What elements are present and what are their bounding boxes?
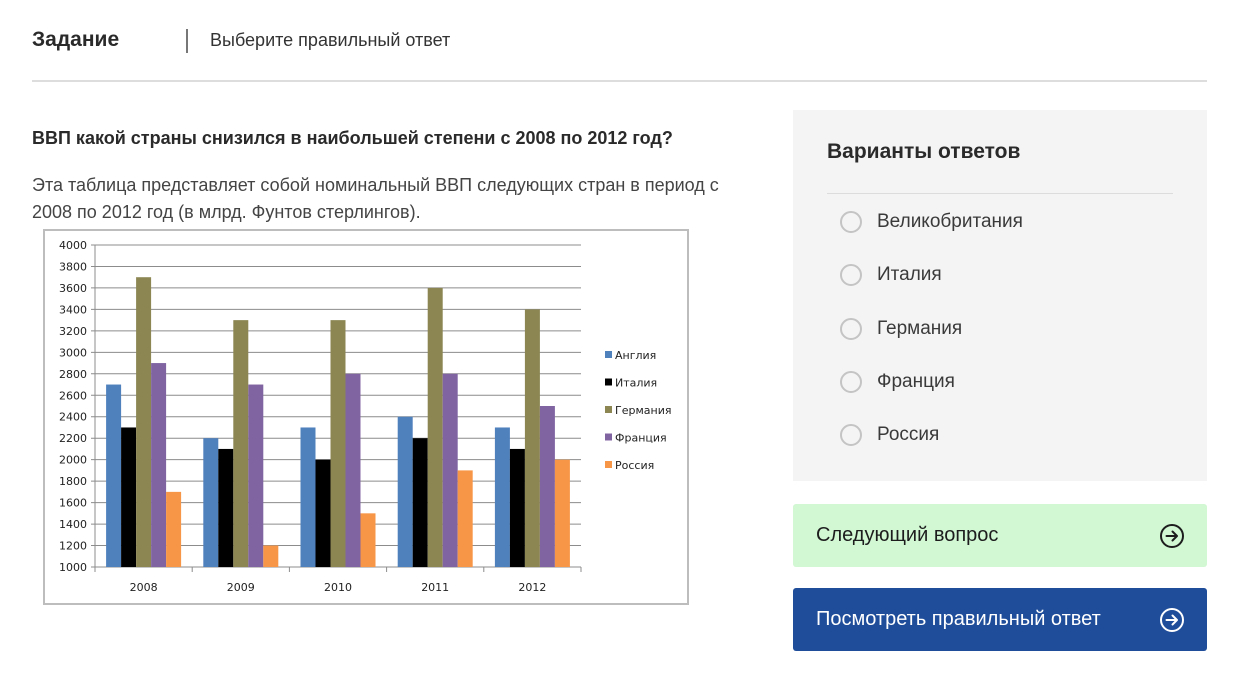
bar [554, 459, 570, 567]
y-tick-label: 4000 [59, 239, 87, 252]
legend-swatch [605, 406, 612, 413]
y-tick-label: 3800 [59, 260, 87, 273]
page-subtitle: Выберите правильный ответ [210, 30, 451, 50]
bar [300, 427, 316, 567]
bar [203, 438, 219, 567]
bar [539, 406, 555, 567]
legend-label: Германия [615, 404, 671, 417]
radio-button[interactable] [840, 264, 862, 286]
bar [315, 459, 331, 567]
y-tick-label: 2800 [59, 368, 87, 381]
answer-option-label: Италия [877, 264, 942, 285]
y-tick-label: 2200 [59, 432, 87, 445]
bar [397, 416, 413, 567]
y-tick-label: 1400 [59, 518, 87, 531]
y-tick-label: 2400 [59, 411, 87, 424]
y-tick-label: 1200 [59, 540, 87, 553]
y-tick-label: 3600 [59, 282, 87, 295]
y-tick-label: 3000 [59, 346, 87, 359]
legend-label: Франция [615, 432, 667, 445]
arrow-right-circle-icon [1160, 523, 1184, 548]
next-question-button[interactable]: Следующий вопрос [793, 504, 1207, 567]
bar [360, 513, 376, 567]
legend-label: Италия [615, 377, 657, 390]
bar [151, 363, 167, 567]
bar [509, 448, 525, 567]
x-tick-label: 2012 [518, 581, 546, 594]
answer-option-italy[interactable]: Италия [840, 260, 942, 290]
x-tick-label: 2011 [421, 581, 449, 594]
answer-option-label: Россия [877, 424, 940, 445]
bar [442, 373, 458, 567]
show-correct-answer-label: Посмотреть правильный ответ [816, 608, 1101, 630]
radio-button[interactable] [840, 424, 862, 446]
answers-title: Варианты ответов [827, 140, 1021, 163]
bar [106, 384, 122, 567]
answer-option-label: Великобритания [877, 211, 1023, 232]
radio-button[interactable] [840, 211, 862, 233]
y-tick-label: 1000 [59, 561, 87, 574]
answer-option-france[interactable]: Франция [840, 367, 955, 397]
y-tick-label: 3200 [59, 325, 87, 338]
y-tick-label: 3400 [59, 303, 87, 316]
bar [494, 427, 510, 567]
bar [412, 438, 428, 567]
x-tick-label: 2008 [130, 581, 158, 594]
page-title: Задание [32, 28, 120, 51]
question-description: Эта таблица представляет собой номинальн… [32, 175, 719, 222]
y-tick-label: 2600 [59, 389, 87, 402]
bar [345, 373, 361, 567]
answers-divider [827, 193, 1173, 194]
x-tick-label: 2010 [324, 581, 352, 594]
answer-option-label: Германия [877, 318, 963, 339]
y-tick-label: 1600 [59, 497, 87, 510]
radio-button[interactable] [840, 318, 862, 340]
legend-label: Англия [615, 349, 656, 362]
bar [330, 320, 346, 567]
bar [457, 470, 473, 567]
y-tick-label: 1800 [59, 475, 87, 488]
answer-option-germany[interactable]: Германия [840, 314, 962, 344]
chart-canvas: 1000 1200 1400 1600 1800 2000 2200 2400 2600 2800… [59, 239, 671, 594]
bar [121, 427, 137, 567]
answer-option-uk[interactable]: Великобритания [840, 207, 1023, 237]
answer-options-panel: Варианты ответов Великобритания Италия Г… [793, 110, 1207, 481]
bar [218, 448, 234, 567]
header-divider [186, 29, 188, 53]
legend-label: Россия [615, 459, 654, 472]
bar [263, 545, 279, 567]
bar [166, 491, 182, 567]
bar [427, 287, 443, 567]
legend-swatch [605, 351, 612, 358]
bar [524, 309, 540, 567]
bar [136, 277, 152, 567]
page-header: Задание Выберите правильный ответ [32, 22, 1207, 82]
bar [233, 320, 249, 567]
bar [248, 384, 264, 567]
legend-swatch [605, 433, 612, 441]
x-tick-label: 2009 [227, 581, 255, 594]
gdp-bar-chart: 1000 1200 1400 1600 1800 2000 2200 2400 2600 2800… [43, 229, 689, 605]
legend-swatch [605, 378, 612, 386]
arrow-right-circle-icon [1160, 607, 1184, 632]
y-tick-label: 2000 [59, 454, 87, 467]
radio-button[interactable] [840, 371, 862, 393]
legend-swatch [605, 461, 612, 468]
answer-option-label: Франция [877, 371, 955, 392]
answer-option-russia[interactable]: Россия [840, 420, 939, 450]
question-text: ВВП какой страны снизился в наибольшей с… [32, 128, 673, 148]
next-question-label: Следующий вопрос [816, 524, 999, 546]
show-correct-answer-button[interactable]: Посмотреть правильный ответ [793, 588, 1207, 651]
